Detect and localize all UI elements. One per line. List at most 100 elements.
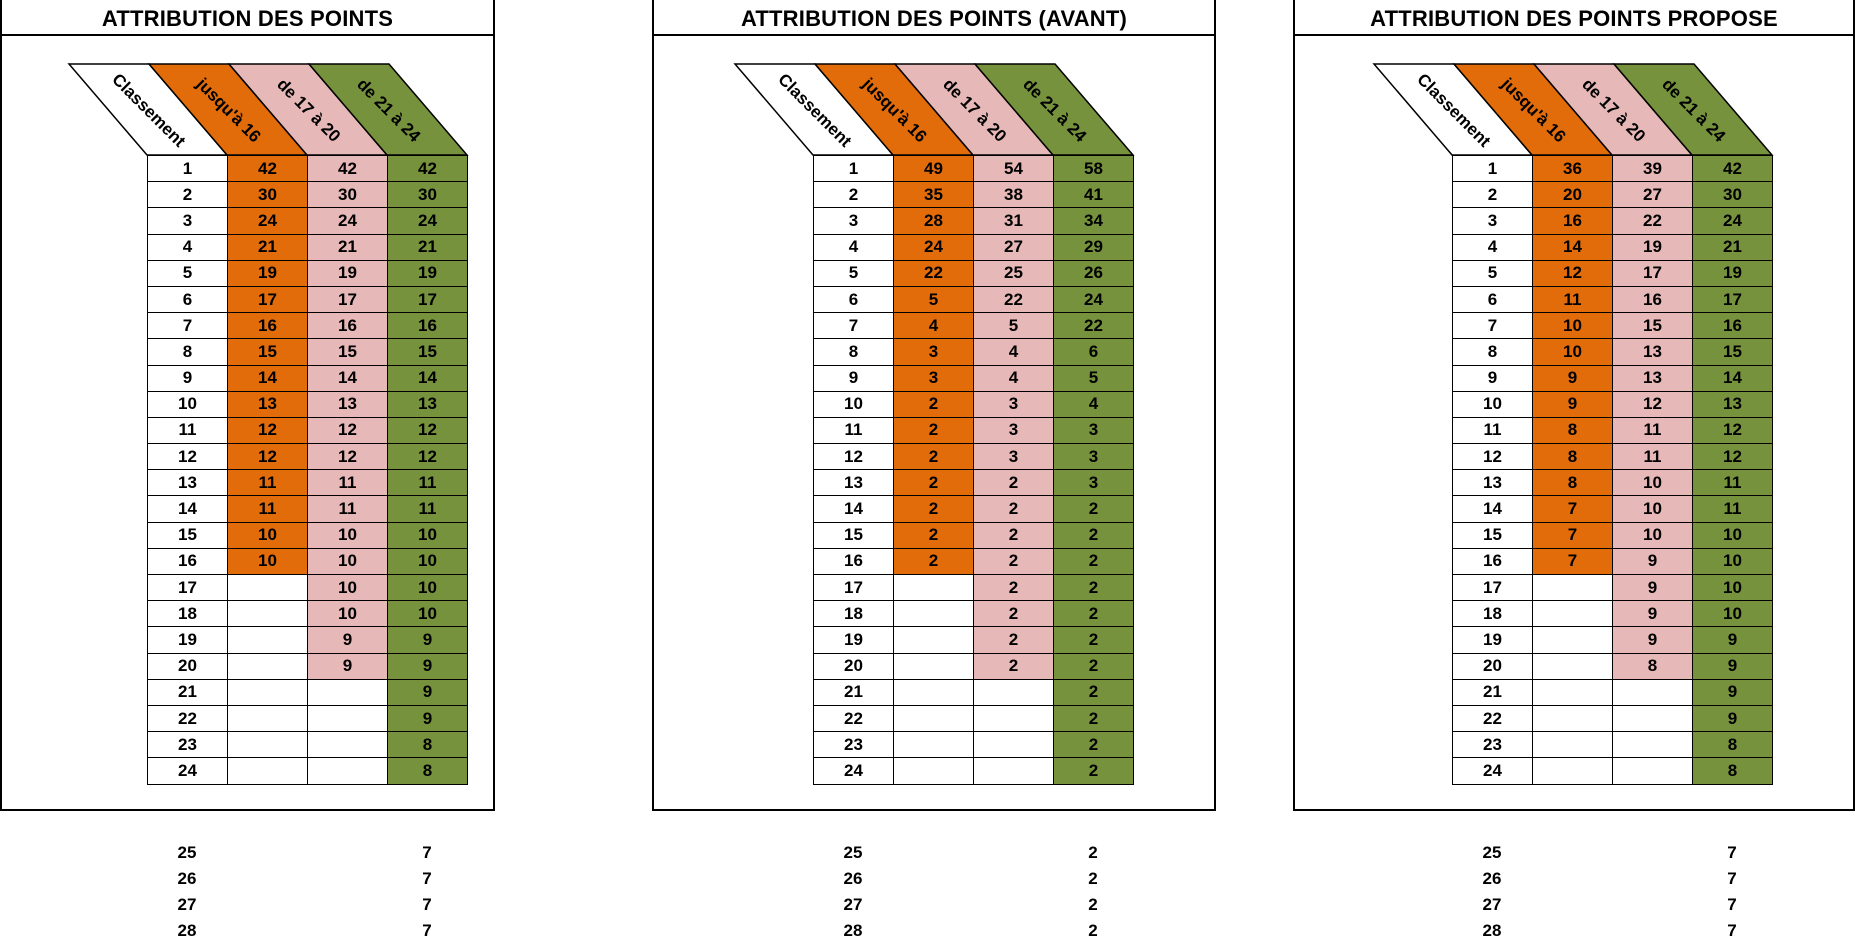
rank-cell: 16 (147, 547, 228, 576)
empty-cell (307, 731, 388, 759)
from21to24-cell: 2 (1053, 547, 1134, 576)
rank-cell: 5 (1452, 259, 1533, 287)
from17to20-cell: 11 (1612, 443, 1693, 471)
table-row: 1 42 42 42 (147, 154, 468, 183)
table-row: 2 35 38 41 (813, 181, 1134, 209)
from21to24-cell: 11 (387, 469, 468, 497)
rank-cell: 7 (813, 312, 894, 340)
from21to24-cell: 29 (1053, 233, 1134, 261)
from21to24-cell: 3 (1053, 469, 1134, 497)
from17to20-cell: 54 (973, 154, 1054, 183)
table-row: 16 7 9 10 (1452, 547, 1773, 576)
table-row: 14 7 10 11 (1452, 495, 1773, 523)
extra-points: 7 (422, 895, 432, 914)
empty-cell (307, 678, 388, 706)
from21to24-cell: 12 (1692, 443, 1773, 471)
from17to20-cell: 2 (973, 600, 1054, 628)
table-row: 6 17 17 17 (147, 285, 468, 314)
empty-cell (227, 731, 308, 759)
table-row: 4 14 19 21 (1452, 233, 1773, 261)
upto16-cell: 10 (227, 521, 308, 549)
from21to24-cell: 11 (1692, 469, 1773, 497)
table-row: 5 12 17 19 (1452, 259, 1773, 287)
from21to24-cell: 10 (387, 600, 468, 628)
from17to20-cell: 25 (973, 259, 1054, 287)
rank-cell: 4 (813, 233, 894, 261)
empty-cell (307, 757, 388, 785)
extra-rank: 25 (843, 843, 863, 862)
table-row: 11 12 12 12 (147, 416, 468, 445)
rank-cell: 1 (147, 154, 228, 183)
from17to20-cell: 16 (1612, 285, 1693, 314)
rank-cell: 7 (147, 312, 228, 340)
extra-points: 7 (1727, 921, 1737, 940)
from21to24-cell: 12 (1692, 416, 1773, 445)
from17to20-cell: 2 (973, 495, 1054, 523)
rank-cell: 3 (147, 207, 228, 235)
from21to24-cell: 22 (1053, 312, 1134, 340)
rank-cell: 17 (147, 573, 228, 602)
upto16-cell: 21 (227, 233, 308, 261)
from21to24-cell: 24 (387, 207, 468, 235)
upto16-cell: 17 (227, 285, 308, 314)
from17to20-cell: 17 (1612, 259, 1693, 287)
rank-cell: 19 (813, 626, 894, 654)
rank-cell: 23 (1452, 731, 1533, 759)
table-row: 14 11 11 11 (147, 495, 468, 523)
table-row: 24 2 (813, 757, 1134, 785)
from17to20-cell: 42 (307, 154, 388, 183)
rank-cell: 10 (147, 390, 228, 418)
from21to24-cell: 9 (1692, 704, 1773, 733)
column-header-band: Classement jusqu'à 16 de 17 à 20 de 21 à 24 (1372, 63, 1774, 156)
empty-cell (1612, 704, 1693, 733)
from21to24-cell: 3 (1053, 416, 1134, 445)
from21to24-cell: 2 (1053, 757, 1134, 785)
table-row: 2 20 27 30 (1452, 181, 1773, 209)
rank-cell: 21 (813, 678, 894, 706)
table-row: 9 9 13 14 (1452, 364, 1773, 392)
upto16-cell: 16 (227, 312, 308, 340)
empty-cell (227, 600, 308, 628)
from21to24-cell: 9 (1692, 652, 1773, 680)
from21to24-cell: 21 (1692, 233, 1773, 261)
table-row: 13 8 10 11 (1452, 469, 1773, 497)
upto16-cell: 24 (227, 207, 308, 235)
upto16-cell: 12 (227, 443, 308, 471)
empty-cell (307, 704, 388, 733)
empty-cell (973, 704, 1054, 733)
table-row: 10 2 3 4 (813, 390, 1134, 418)
upto16-cell: 20 (1532, 181, 1613, 209)
table-row: 6 5 22 24 (813, 285, 1134, 314)
from17to20-cell: 2 (973, 521, 1054, 549)
extra-rank: 26 (1482, 869, 1502, 888)
extra-rank: 28 (1482, 921, 1502, 940)
table-row: 18 9 10 (1452, 600, 1773, 628)
upto16-cell: 36 (1532, 154, 1613, 183)
from21to24-cell: 2 (1053, 678, 1134, 706)
from21to24-cell: 15 (387, 338, 468, 366)
rank-cell: 24 (147, 757, 228, 785)
from17to20-cell: 19 (307, 259, 388, 287)
from17to20-cell: 27 (973, 233, 1054, 261)
table-row: 23 8 (147, 731, 468, 759)
empty-cell (1532, 626, 1613, 654)
rank-cell: 20 (147, 652, 228, 680)
from17to20-cell: 12 (307, 416, 388, 445)
table-row: 12 12 12 12 (147, 443, 468, 471)
from21to24-cell: 17 (387, 285, 468, 314)
table-row: 9 14 14 14 (147, 364, 468, 392)
table-row: 19 9 9 (147, 626, 468, 654)
rank-cell: 20 (1452, 652, 1533, 680)
from21to24-cell: 2 (1053, 495, 1134, 523)
panel-attribution-propose: ATTRIBUTION DES POINTS PROPOSE Classemen… (1293, 0, 1855, 942)
table-row: 18 2 2 (813, 600, 1134, 628)
table-row: 16 2 2 2 (813, 547, 1134, 576)
empty-cell (973, 757, 1054, 785)
from17to20-cell: 2 (973, 547, 1054, 576)
from17to20-cell: 15 (307, 338, 388, 366)
table-row: 17 10 10 (147, 573, 468, 602)
table-row: 13 11 11 11 (147, 469, 468, 497)
from21to24-cell: 2 (1053, 626, 1134, 654)
table-row: 22 2 (813, 704, 1134, 733)
